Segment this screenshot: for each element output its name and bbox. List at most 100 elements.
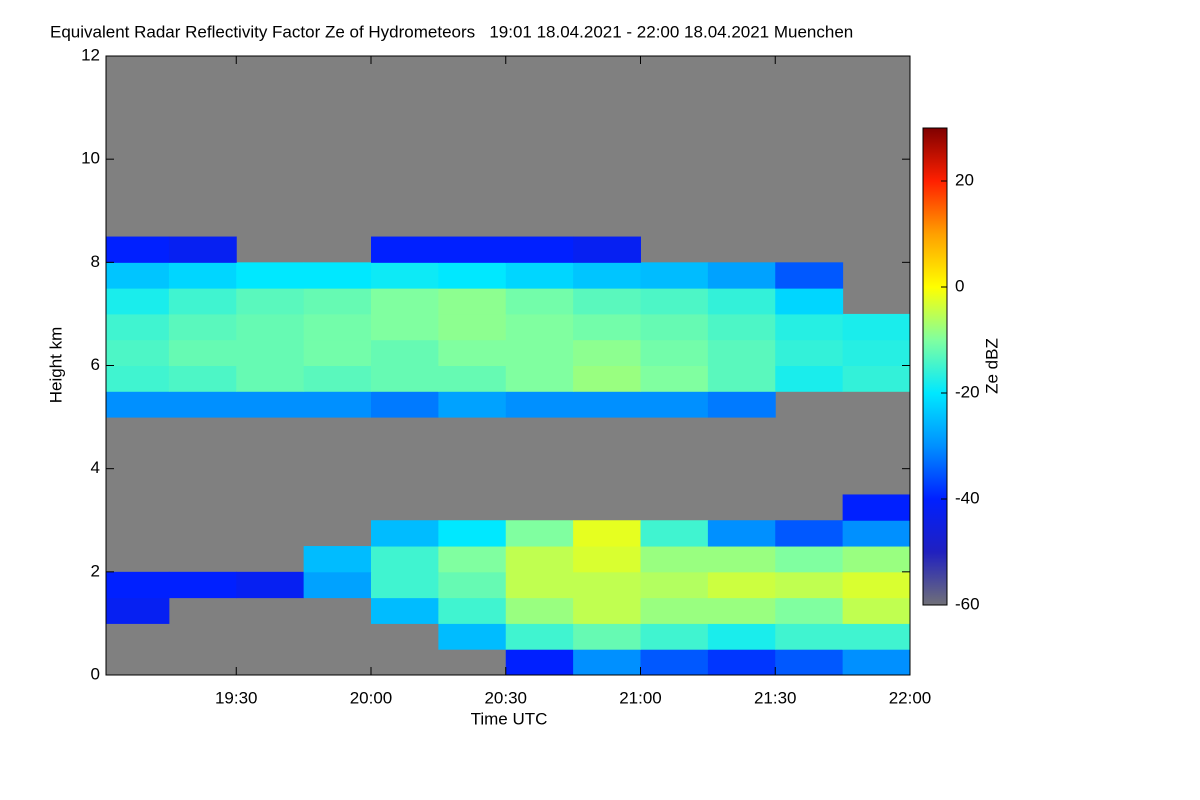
heatmap-cell bbox=[106, 391, 170, 418]
heatmap-cell bbox=[303, 288, 372, 315]
heatmap-cell bbox=[707, 649, 776, 676]
heatmap-cell bbox=[842, 365, 911, 392]
heatmap-cell bbox=[640, 571, 709, 599]
heatmap-cell bbox=[640, 597, 709, 624]
heatmap-cell bbox=[640, 313, 709, 341]
heatmap-cell bbox=[438, 391, 507, 418]
heatmap-cell bbox=[236, 339, 305, 366]
heatmap-cell bbox=[775, 649, 844, 676]
heatmap-cell bbox=[775, 571, 844, 599]
heatmap-cell bbox=[106, 365, 170, 392]
colorbar-tick-label: -40 bbox=[955, 488, 980, 507]
heatmap-cell bbox=[236, 313, 305, 341]
heatmap-cell bbox=[573, 262, 642, 289]
colorbar-tick-label: 20 bbox=[955, 170, 974, 189]
heatmap-cell bbox=[573, 339, 642, 366]
heatmap-cell bbox=[842, 623, 911, 650]
heatmap-cell bbox=[573, 391, 642, 418]
heatmap-cell bbox=[303, 546, 372, 573]
heatmap-cell bbox=[640, 623, 709, 650]
heatmap-cell bbox=[707, 546, 776, 573]
heatmap-cell bbox=[842, 571, 911, 599]
heatmap-cell bbox=[106, 313, 170, 341]
heatmap-cell bbox=[707, 391, 776, 418]
heatmap-cell bbox=[106, 339, 170, 366]
heatmap-cell bbox=[842, 313, 911, 341]
heatmap-cell bbox=[438, 571, 507, 599]
heatmap-cell bbox=[640, 391, 709, 418]
heatmap-cell bbox=[168, 288, 237, 315]
heatmap-cell bbox=[371, 520, 439, 547]
heatmap-cell bbox=[505, 339, 574, 366]
heatmap-cell bbox=[371, 339, 439, 366]
heatmap-cell bbox=[775, 365, 844, 392]
heatmap-cell bbox=[371, 236, 439, 263]
x-tick-label: 20:00 bbox=[350, 688, 393, 707]
heatmap-cell bbox=[640, 649, 709, 676]
x-tick-label: 21:30 bbox=[754, 688, 797, 707]
chart-title: Equivalent Radar Reflectivity Factor Ze … bbox=[50, 22, 853, 41]
y-tick-label: 8 bbox=[91, 252, 100, 271]
heatmap-cell bbox=[842, 520, 911, 547]
heatmap-cell bbox=[842, 494, 911, 521]
heatmap-cell bbox=[303, 571, 372, 599]
heatmap-cell bbox=[168, 365, 237, 392]
heatmap-cell bbox=[505, 597, 574, 624]
y-tick-label: 0 bbox=[91, 664, 100, 683]
heatmap-cell bbox=[842, 649, 911, 676]
heatmap-cell bbox=[573, 520, 642, 547]
heatmap-cell bbox=[505, 236, 574, 263]
heatmap-cell bbox=[775, 262, 844, 289]
heatmap-cell bbox=[438, 623, 507, 650]
x-tick-label: 22:00 bbox=[889, 688, 932, 707]
heatmap-cell bbox=[842, 597, 911, 624]
colorbar-tick-label: -20 bbox=[955, 382, 980, 401]
heatmap-cell bbox=[438, 546, 507, 573]
heatmap-cell bbox=[303, 262, 372, 289]
colorbar-tick-label: 0 bbox=[955, 276, 964, 295]
heatmap-cell bbox=[371, 262, 439, 289]
heatmap-cell bbox=[371, 597, 439, 624]
heatmap-cell bbox=[775, 313, 844, 341]
heatmap-cell bbox=[168, 571, 237, 599]
heatmap-cell bbox=[505, 649, 574, 676]
heatmap-cell bbox=[106, 597, 170, 624]
heatmap-cell bbox=[438, 339, 507, 366]
heatmap-cell bbox=[640, 262, 709, 289]
heatmap-cell bbox=[303, 365, 372, 392]
heatmap-cell bbox=[707, 571, 776, 599]
heatmap-cell bbox=[168, 391, 237, 418]
y-tick-label: 12 bbox=[81, 45, 100, 64]
heatmap-cell bbox=[505, 546, 574, 573]
y-tick-label: 4 bbox=[91, 458, 100, 477]
heatmap-cell bbox=[842, 546, 911, 573]
heatmap-cell bbox=[573, 571, 642, 599]
heatmap-cell bbox=[640, 520, 709, 547]
heatmap-cell bbox=[106, 262, 170, 289]
x-axis-label: Time UTC bbox=[471, 709, 548, 728]
heatmap-cell bbox=[573, 649, 642, 676]
x-tick-label: 21:00 bbox=[619, 688, 662, 707]
y-tick-label: 2 bbox=[91, 561, 100, 580]
heatmap-cell bbox=[303, 391, 372, 418]
heatmap-cell bbox=[573, 288, 642, 315]
heatmap-cell bbox=[168, 236, 237, 263]
heatmap-cell bbox=[168, 262, 237, 289]
heatmap-cell bbox=[707, 623, 776, 650]
y-tick-label: 10 bbox=[81, 149, 100, 168]
heatmap-cell bbox=[438, 365, 507, 392]
heatmap-cell bbox=[573, 597, 642, 624]
colorbar-label: Ze dBZ bbox=[982, 338, 1001, 394]
x-tick-label: 19:30 bbox=[215, 688, 258, 707]
colorbar-tick-label: -60 bbox=[955, 594, 980, 613]
heatmap-cell bbox=[371, 391, 439, 418]
heatmap-cell bbox=[438, 236, 507, 263]
heatmap-cell bbox=[106, 288, 170, 315]
heatmap-cell bbox=[236, 288, 305, 315]
x-tick-label: 20:30 bbox=[484, 688, 527, 707]
heatmap-cell bbox=[707, 288, 776, 315]
heatmap-cell bbox=[505, 365, 574, 392]
heatmap-cell bbox=[438, 597, 507, 624]
heatmap-cell bbox=[303, 339, 372, 366]
